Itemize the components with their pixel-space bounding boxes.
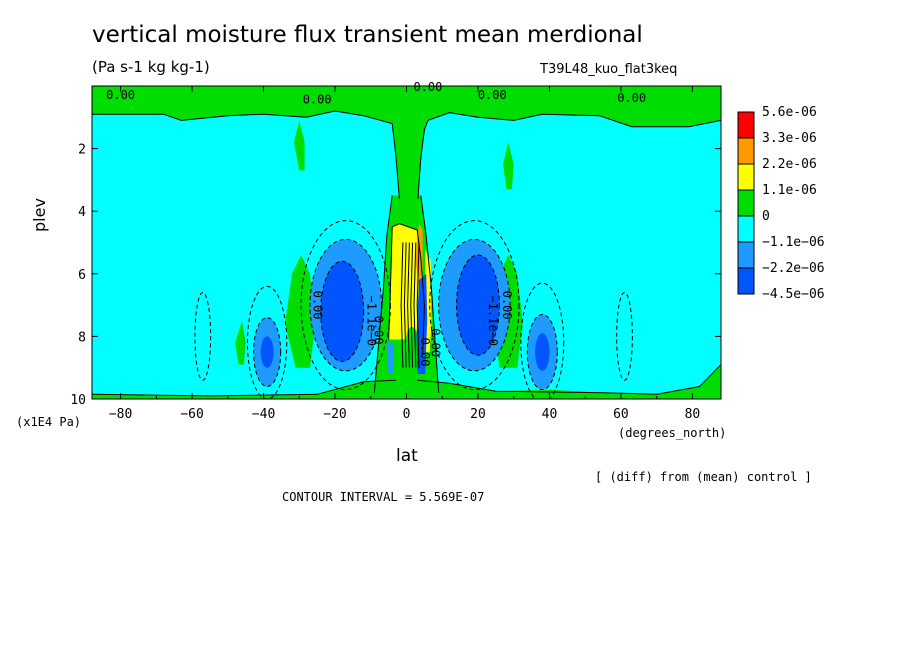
green-streak-w1 — [285, 255, 316, 368]
contour-label: −1.1e−0 — [364, 295, 378, 346]
x-tick-label: 80 — [685, 407, 701, 422]
experiment-id: T39L48_kuo_flat3keq — [540, 62, 678, 77]
chart-units: (Pa s-1 kg kg-1) — [92, 58, 210, 76]
colorbar-label: −2.2e−06 — [762, 261, 825, 276]
top-green-band — [92, 86, 721, 199]
contour-neg-farwest-outer — [246, 285, 288, 399]
colorbar-swatch — [737, 215, 755, 243]
contour-label: 0.00 — [478, 88, 507, 102]
colorbar-label: 3.3e-06 — [762, 131, 817, 146]
blue-wedge-west — [386, 342, 394, 374]
contour-neg-west-outer — [300, 220, 391, 391]
contour-zero-top-east — [417, 112, 721, 199]
x-tick-label: 20 — [470, 407, 486, 422]
colorbar-swatch — [737, 111, 755, 139]
dark-blue-wedge — [416, 273, 428, 374]
contour-label: 0.00 — [617, 91, 646, 105]
colorbar-swatch — [737, 189, 755, 217]
contour-neg-w60 — [194, 292, 212, 381]
dark-blue-core-far-east — [535, 333, 550, 371]
x-tick-label: −60 — [180, 407, 203, 422]
green-streak-w3 — [293, 120, 305, 171]
dark-blue-lobe-west — [320, 261, 364, 362]
diff-note: [ (diff) from (mean) control ] — [595, 470, 812, 484]
contour-interval: CONTOUR INTERVAL = 5.569E-07 — [282, 490, 485, 504]
contour-neg-farwest-inner — [253, 317, 282, 387]
contour-label: 0.00 — [311, 291, 325, 320]
colorbar-swatch — [737, 241, 755, 269]
contour-neg-east-outer — [429, 220, 520, 391]
contour-neg-fareast-outer — [520, 282, 565, 399]
colorbar-label: −4.5e−06 — [762, 287, 825, 302]
contour-neg-fareast-inner — [526, 313, 558, 391]
contour-label: 0.00 — [429, 328, 443, 357]
contour-label: −1.1e−0 — [486, 295, 500, 346]
contour-zero-bottom-east — [417, 364, 721, 395]
x-axis-unit: (degrees_north) — [618, 426, 727, 440]
contour-zero-bottom-west — [92, 379, 396, 397]
chart-title: vertical moisture flux transient mean me… — [92, 22, 643, 48]
y-tick-label: 10 — [70, 393, 86, 408]
contour-core-line — [413, 242, 417, 368]
x-tick-label: 40 — [542, 407, 558, 422]
contour-label: 0.00 — [500, 291, 514, 320]
x-tick-label: 0 — [403, 407, 411, 422]
y-axis-label: plev — [30, 198, 49, 232]
x-tick-label: 60 — [613, 407, 629, 422]
contour-core-line — [410, 242, 414, 368]
contour-label: 0.00 — [371, 316, 385, 345]
contour-zero-top-west — [92, 110, 400, 199]
contour-label: 0.00 — [413, 80, 442, 94]
colorbar-swatch — [737, 267, 755, 295]
contour-neg-east-mid — [438, 238, 511, 372]
filled-regions — [92, 86, 721, 399]
dark-blue-core-far-west — [260, 336, 274, 368]
contour-core-outline — [388, 223, 425, 356]
contour-label: 0.00 — [418, 338, 432, 367]
contour-column-east — [420, 195, 440, 393]
y-axis-unit: (x1E4 Pa) — [16, 415, 82, 429]
green-streak-e2 — [503, 142, 514, 190]
colorbar-label: 2.2e-06 — [762, 157, 817, 172]
dark-blue-lobe-east — [456, 255, 500, 356]
colorbar-label: 0 — [762, 209, 770, 224]
contour-label: 0.00 — [303, 93, 332, 107]
green-streak-w2 — [235, 320, 246, 365]
contour-label: 0.00 — [106, 88, 135, 102]
contour-column-west — [373, 195, 393, 393]
colorbar-label: 5.6e-06 — [762, 105, 817, 120]
x-axis-label: lat — [396, 446, 418, 466]
colorbar-swatch — [737, 137, 755, 165]
contour-neg-east-inner — [456, 254, 500, 356]
contour-core-line — [403, 242, 407, 368]
contour-core-line — [416, 242, 420, 368]
colorbar-label: −1.1e−06 — [762, 235, 825, 250]
x-tick-label: −80 — [109, 407, 132, 422]
y-tick-label: 4 — [78, 205, 86, 220]
x-tick-label: −40 — [252, 407, 275, 422]
colorbar-label: 1.1e-06 — [762, 183, 817, 198]
colorbar-swatch — [737, 163, 755, 191]
contour-neg-west-inner — [320, 260, 365, 362]
contour-core-line — [407, 242, 410, 368]
y-tick-label: 8 — [78, 330, 86, 345]
y-tick-label: 2 — [78, 143, 86, 158]
contour-core-line — [400, 242, 404, 368]
x-tick-label: −20 — [323, 407, 346, 422]
y-tick-label: 6 — [78, 268, 86, 283]
contour-neg-e60 — [616, 292, 633, 381]
contour-lines — [92, 110, 721, 399]
